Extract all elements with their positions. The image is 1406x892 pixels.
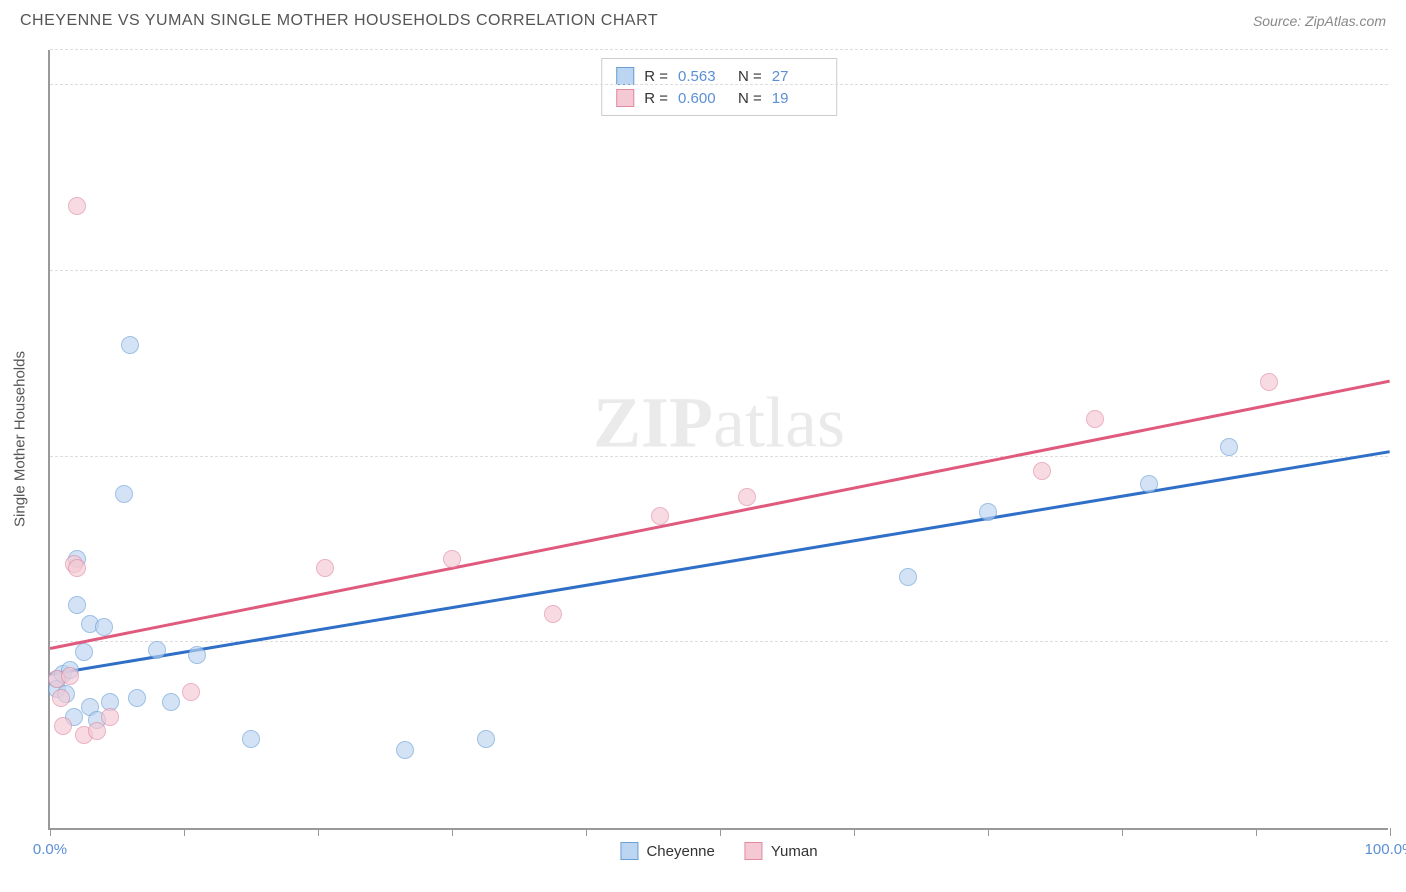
legend-label: Yuman: [771, 843, 818, 860]
data-point: [54, 717, 72, 735]
legend-swatch: [616, 67, 634, 85]
x-tick-label: 100.0%: [1365, 841, 1406, 858]
data-point: [182, 683, 200, 701]
legend-swatch: [620, 842, 638, 860]
data-point: [162, 693, 180, 711]
x-tick: [50, 828, 51, 836]
x-tick: [1390, 828, 1391, 836]
y-tick-label: 10.0%: [1398, 617, 1406, 634]
data-point: [738, 488, 756, 506]
data-point: [95, 618, 113, 636]
gridline: [50, 49, 1388, 50]
data-point: [396, 741, 414, 759]
y-tick-label: 20.0%: [1398, 431, 1406, 448]
data-point: [101, 708, 119, 726]
data-point: [979, 503, 997, 521]
data-point: [188, 646, 206, 664]
y-tick-label: 30.0%: [1398, 245, 1406, 262]
gridline: [50, 84, 1388, 85]
stat-n-value: 19: [772, 90, 822, 107]
data-point: [242, 730, 260, 748]
data-point: [651, 507, 669, 525]
legend-swatch: [616, 89, 634, 107]
stat-r-label: R =: [644, 68, 668, 85]
chart-title: CHEYENNE VS YUMAN SINGLE MOTHER HOUSEHOL…: [20, 12, 658, 30]
legend-item: Cheyenne: [620, 842, 714, 860]
data-point: [544, 605, 562, 623]
gridline: [50, 270, 1388, 271]
data-point: [1260, 373, 1278, 391]
data-point: [477, 730, 495, 748]
scatter-chart: Single Mother Households ZIPatlas R =0.5…: [48, 50, 1388, 830]
x-tick: [988, 828, 989, 836]
data-point: [443, 550, 461, 568]
x-tick: [184, 828, 185, 836]
data-point: [75, 643, 93, 661]
data-point: [61, 667, 79, 685]
x-tick: [586, 828, 587, 836]
x-tick: [1122, 828, 1123, 836]
correlation-stats-box: R = 0.563 N = 27 R = 0.600 N = 19: [601, 58, 837, 116]
data-point: [1140, 475, 1158, 493]
legend-swatch: [745, 842, 763, 860]
data-point: [121, 336, 139, 354]
stat-n-value: 27: [772, 68, 822, 85]
watermark: ZIPatlas: [593, 382, 845, 465]
x-tick-label: 0.0%: [33, 841, 67, 858]
stat-n-label: N =: [738, 68, 762, 85]
x-tick: [318, 828, 319, 836]
data-point: [1086, 410, 1104, 428]
data-point: [1220, 438, 1238, 456]
stat-r-value: 0.563: [678, 68, 728, 85]
data-point: [52, 689, 70, 707]
gridline: [50, 456, 1388, 457]
data-point: [148, 641, 166, 659]
x-tick: [452, 828, 453, 836]
stat-r-value: 0.600: [678, 90, 728, 107]
x-tick: [720, 828, 721, 836]
y-tick-label: 40.0%: [1398, 60, 1406, 77]
legend-label: Cheyenne: [646, 843, 714, 860]
data-point: [899, 568, 917, 586]
stat-r-label: R =: [644, 90, 668, 107]
data-point: [88, 722, 106, 740]
stat-n-label: N =: [738, 90, 762, 107]
data-point: [128, 689, 146, 707]
data-point: [68, 559, 86, 577]
chart-header: CHEYENNE VS YUMAN SINGLE MOTHER HOUSEHOL…: [0, 0, 1406, 38]
stats-row: R = 0.600 N = 19: [616, 87, 822, 109]
data-point: [316, 559, 334, 577]
x-tick: [854, 828, 855, 836]
trend-line: [50, 380, 1390, 650]
data-point: [68, 596, 86, 614]
data-point: [1033, 462, 1051, 480]
data-point: [115, 485, 133, 503]
legend-item: Yuman: [745, 842, 818, 860]
series-legend: Cheyenne Yuman: [620, 842, 817, 860]
y-axis-label: Single Mother Households: [12, 351, 29, 527]
x-tick: [1256, 828, 1257, 836]
source-attribution: Source: ZipAtlas.com: [1253, 13, 1386, 29]
data-point: [68, 197, 86, 215]
